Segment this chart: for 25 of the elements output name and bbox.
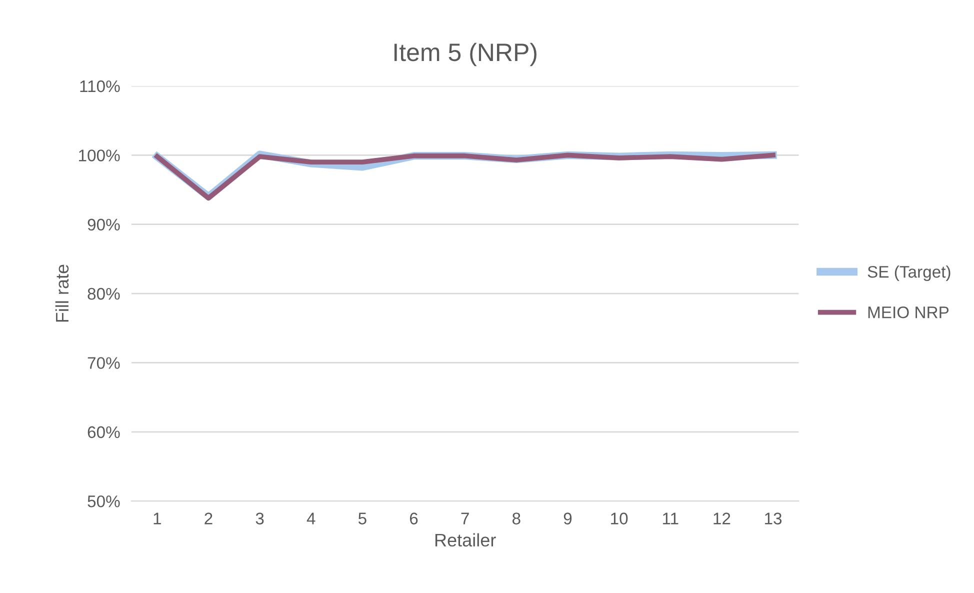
y-tick-label: 100% [79,150,120,162]
y-tick-label: 50% [88,495,120,508]
x-tick-label: 10 [611,512,628,524]
x-tick-label: 7 [461,512,469,524]
x-tick-label: 4 [306,512,316,524]
x-tick-label: 3 [256,512,264,524]
y-tick-label: 60% [88,426,120,438]
legend-label: MEIO NRP [868,306,949,318]
x-tick-label: 8 [512,512,520,524]
x-tick-label: 2 [204,512,212,524]
y-tick-label: 90% [88,218,120,231]
x-tick-label: 13 [765,512,782,524]
x-axis-title: Retailer [435,533,496,547]
y-tick-label: 70% [88,357,120,369]
y-tick-label: 110% [80,80,120,92]
x-tick-label: 5 [358,512,366,524]
x-tick-label: 11 [662,512,678,524]
x-tick-label: 6 [410,512,418,524]
x-tick-label: 9 [564,512,572,524]
y-axis-title: Fill rate [55,264,69,322]
chart-title: Item 5 (NRP) [394,42,536,66]
y-tick-label: 80% [88,288,120,300]
x-tick-label: 12 [714,512,730,524]
x-tick-label: 1 [154,512,161,524]
legend-label: SE (Target) [868,266,950,282]
